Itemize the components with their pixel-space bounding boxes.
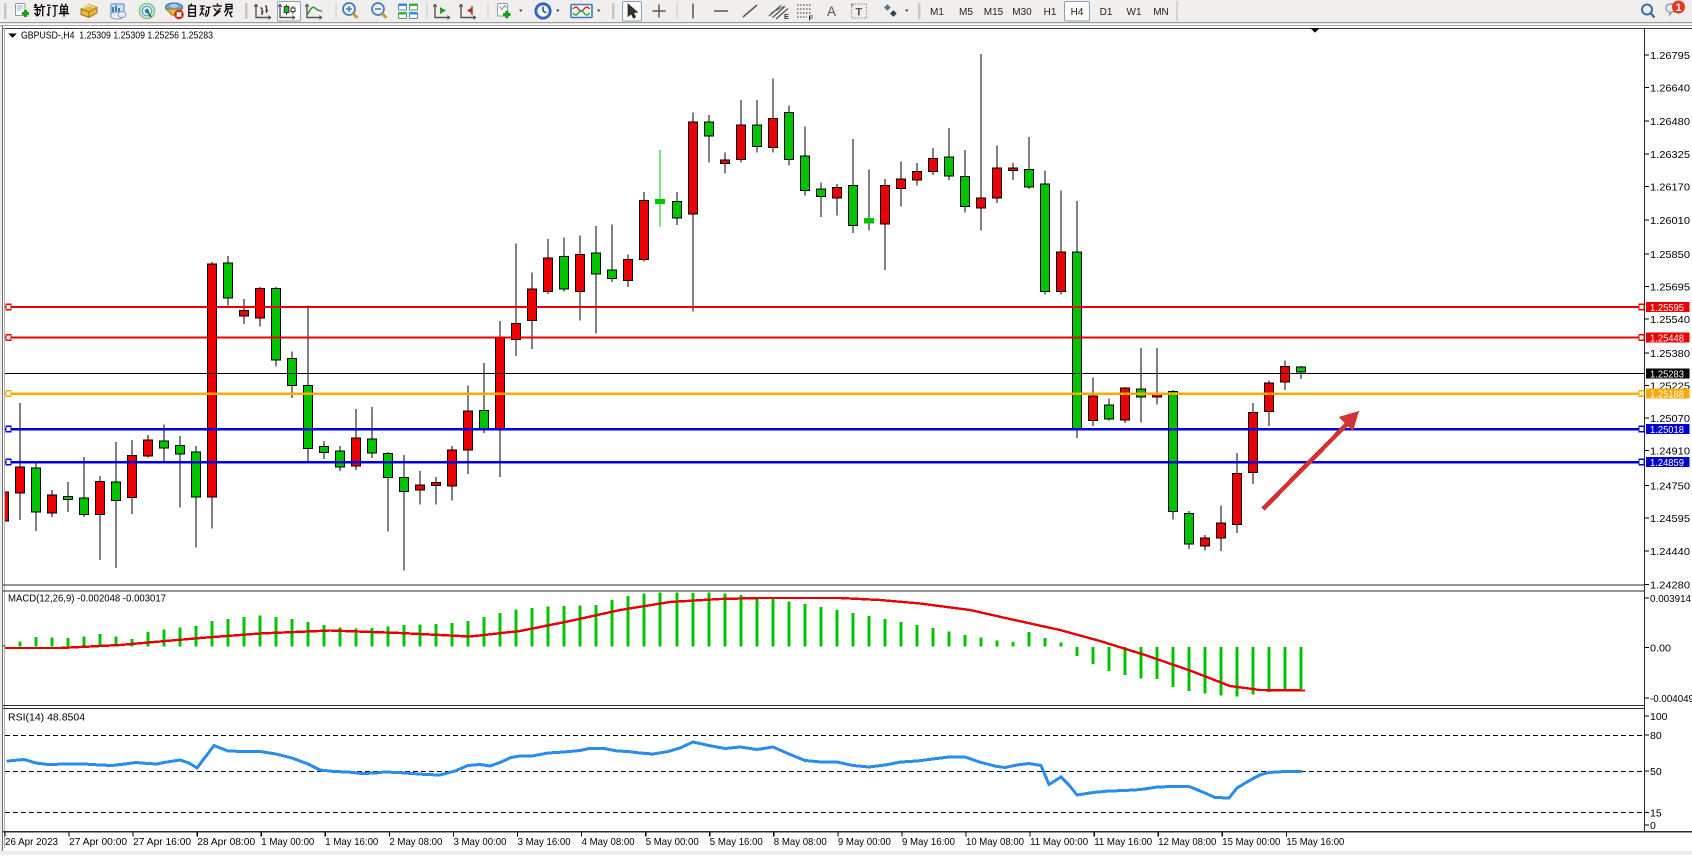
svg-text:M5: M5: [959, 7, 973, 18]
svg-text:2 May 08:00: 2 May 08:00: [389, 836, 442, 848]
svg-text:80: 80: [1650, 730, 1662, 742]
svg-text:1.26480: 1.26480: [1650, 116, 1690, 128]
svg-text:M30: M30: [1012, 7, 1032, 18]
svg-text:27 Apr 00:00: 27 Apr 00:00: [69, 836, 127, 848]
svg-text:E: E: [784, 12, 789, 21]
svg-text:0.00: 0.00: [1650, 642, 1671, 654]
svg-text:11 May 00:00: 11 May 00:00: [1030, 836, 1088, 848]
svg-text:1: 1: [1675, 2, 1681, 14]
svg-text:1.25283: 1.25283: [1650, 368, 1684, 380]
svg-text:1.25540: 1.25540: [1650, 314, 1690, 326]
svg-text:9 May 16:00: 9 May 16:00: [902, 836, 955, 848]
svg-text:M1: M1: [930, 7, 944, 18]
svg-text:RSI(14) 48.8504: RSI(14) 48.8504: [8, 712, 85, 724]
svg-text:1 May 16:00: 1 May 16:00: [325, 836, 378, 848]
svg-text:-0.004049: -0.004049: [1650, 693, 1692, 705]
svg-text:1.26795: 1.26795: [1650, 50, 1690, 62]
svg-text:15 May 16:00: 15 May 16:00: [1286, 836, 1344, 848]
svg-text:100: 100: [1650, 711, 1668, 723]
svg-text:15: 15: [1650, 807, 1662, 819]
svg-text:1.26010: 1.26010: [1650, 215, 1690, 227]
svg-text:D1: D1: [1100, 7, 1113, 18]
svg-text:F: F: [809, 14, 814, 23]
svg-text:1.26325: 1.26325: [1650, 149, 1690, 161]
svg-text:T: T: [856, 7, 863, 19]
svg-text:8 May 08:00: 8 May 08:00: [774, 836, 827, 848]
svg-text:1.26640: 1.26640: [1650, 82, 1690, 94]
svg-text:15 May 00:00: 15 May 00:00: [1222, 836, 1280, 848]
svg-text:1.25695: 1.25695: [1650, 281, 1690, 293]
svg-text:1.25850: 1.25850: [1650, 249, 1690, 261]
svg-text:0: 0: [1650, 820, 1656, 832]
svg-text:M15: M15: [984, 7, 1004, 18]
svg-text:1.26170: 1.26170: [1650, 181, 1690, 193]
svg-text:5 May 00:00: 5 May 00:00: [646, 836, 699, 848]
svg-text:1.24859: 1.24859: [1650, 457, 1684, 469]
svg-text:10 May 08:00: 10 May 08:00: [966, 836, 1024, 848]
svg-text:9 May 00:00: 9 May 00:00: [838, 836, 891, 848]
svg-text:1.25070: 1.25070: [1650, 413, 1690, 425]
svg-text:12 May 08:00: 12 May 08:00: [1158, 836, 1216, 848]
svg-text:27 Apr 16:00: 27 Apr 16:00: [133, 836, 191, 848]
svg-text:H1: H1: [1044, 7, 1057, 18]
svg-text:W1: W1: [1127, 7, 1142, 18]
svg-text:1.25380: 1.25380: [1650, 348, 1690, 360]
svg-text:A: A: [827, 4, 836, 19]
svg-text:5 May 16:00: 5 May 16:00: [710, 836, 763, 848]
svg-text:1.25188: 1.25188: [1650, 388, 1684, 400]
svg-text:4 May 08:00: 4 May 08:00: [582, 836, 635, 848]
svg-text:1.24280: 1.24280: [1650, 579, 1690, 591]
svg-text:1.24440: 1.24440: [1650, 546, 1690, 558]
svg-text:H4: H4: [1071, 7, 1084, 18]
svg-text:1 May 00:00: 1 May 00:00: [261, 836, 314, 848]
svg-text:MN: MN: [1153, 7, 1169, 18]
svg-text:3 May 00:00: 3 May 00:00: [454, 836, 507, 848]
svg-text:1.25448: 1.25448: [1650, 332, 1684, 344]
svg-text:GBPUSD-,H4 1.25309 1.25309 1.: GBPUSD-,H4 1.25309 1.25309 1.25256 1.252…: [21, 30, 213, 42]
svg-text:11 May 16:00: 11 May 16:00: [1094, 836, 1152, 848]
svg-text:3 May 16:00: 3 May 16:00: [518, 836, 571, 848]
svg-text:0.003914: 0.003914: [1650, 593, 1691, 605]
svg-text:1.24595: 1.24595: [1650, 513, 1690, 525]
svg-text:1.24910: 1.24910: [1650, 445, 1690, 457]
svg-text:28 Apr 08:00: 28 Apr 08:00: [197, 836, 255, 848]
svg-text:1.25018: 1.25018: [1650, 424, 1684, 436]
svg-text:1.25595: 1.25595: [1650, 302, 1684, 314]
svg-text:26 Apr 2023: 26 Apr 2023: [5, 836, 58, 848]
svg-text:MACD(12,26,9) -0.002048 -0.003: MACD(12,26,9) -0.002048 -0.003017: [8, 593, 166, 605]
svg-text:1.24750: 1.24750: [1650, 480, 1690, 492]
svg-text:50: 50: [1650, 766, 1662, 778]
